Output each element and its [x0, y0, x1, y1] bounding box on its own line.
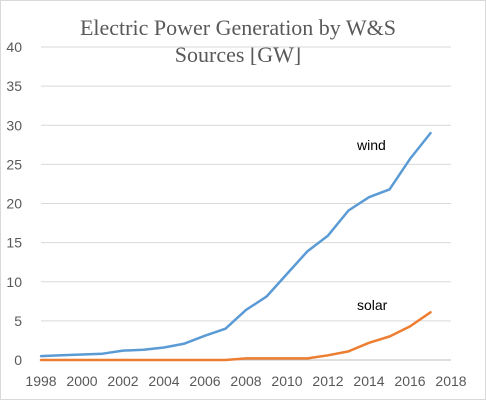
gridlines	[41, 46, 451, 361]
y-axis-tick-labels: 0 5 10 15 20 25 30 35 40	[6, 39, 22, 368]
y-tick-label: 10	[6, 274, 22, 290]
series-line-wind	[39, 131, 432, 358]
y-tick-label: 20	[6, 196, 22, 212]
x-tick-label: 2014	[353, 373, 384, 389]
y-tick-label: 25	[6, 156, 22, 172]
series-label-wind: wind	[356, 137, 386, 153]
chart-title-line-1: Electric Power Generation by W&S	[80, 15, 396, 40]
series-line-solar	[39, 311, 432, 362]
x-tick-label: 2002	[107, 373, 138, 389]
series-label-solar: solar	[357, 297, 388, 313]
chart-title-line-2: Sources [GW]	[175, 42, 301, 67]
x-tick-label: 1998	[25, 373, 56, 389]
x-tick-label: 2016	[394, 373, 425, 389]
y-tick-label: 0	[14, 352, 22, 368]
y-tick-label: 15	[6, 235, 22, 251]
y-tick-label: 5	[14, 313, 22, 329]
x-tick-label: 2006	[189, 373, 220, 389]
x-tick-label: 2018	[435, 373, 466, 389]
x-axis-tick-labels: 1998 2000 2002 2004 2006 2008 2010 2012 2014 2016…	[25, 373, 466, 389]
series-lines	[39, 131, 432, 362]
x-tick-label: 2012	[312, 373, 343, 389]
y-tick-label: 40	[6, 39, 22, 55]
x-tick-label: 2008	[230, 373, 261, 389]
x-tick-label: 2010	[271, 373, 302, 389]
y-tick-label: 35	[6, 78, 22, 94]
x-tick-label: 2004	[148, 373, 179, 389]
x-tick-label: 2000	[66, 373, 97, 389]
y-tick-label: 30	[6, 117, 22, 133]
